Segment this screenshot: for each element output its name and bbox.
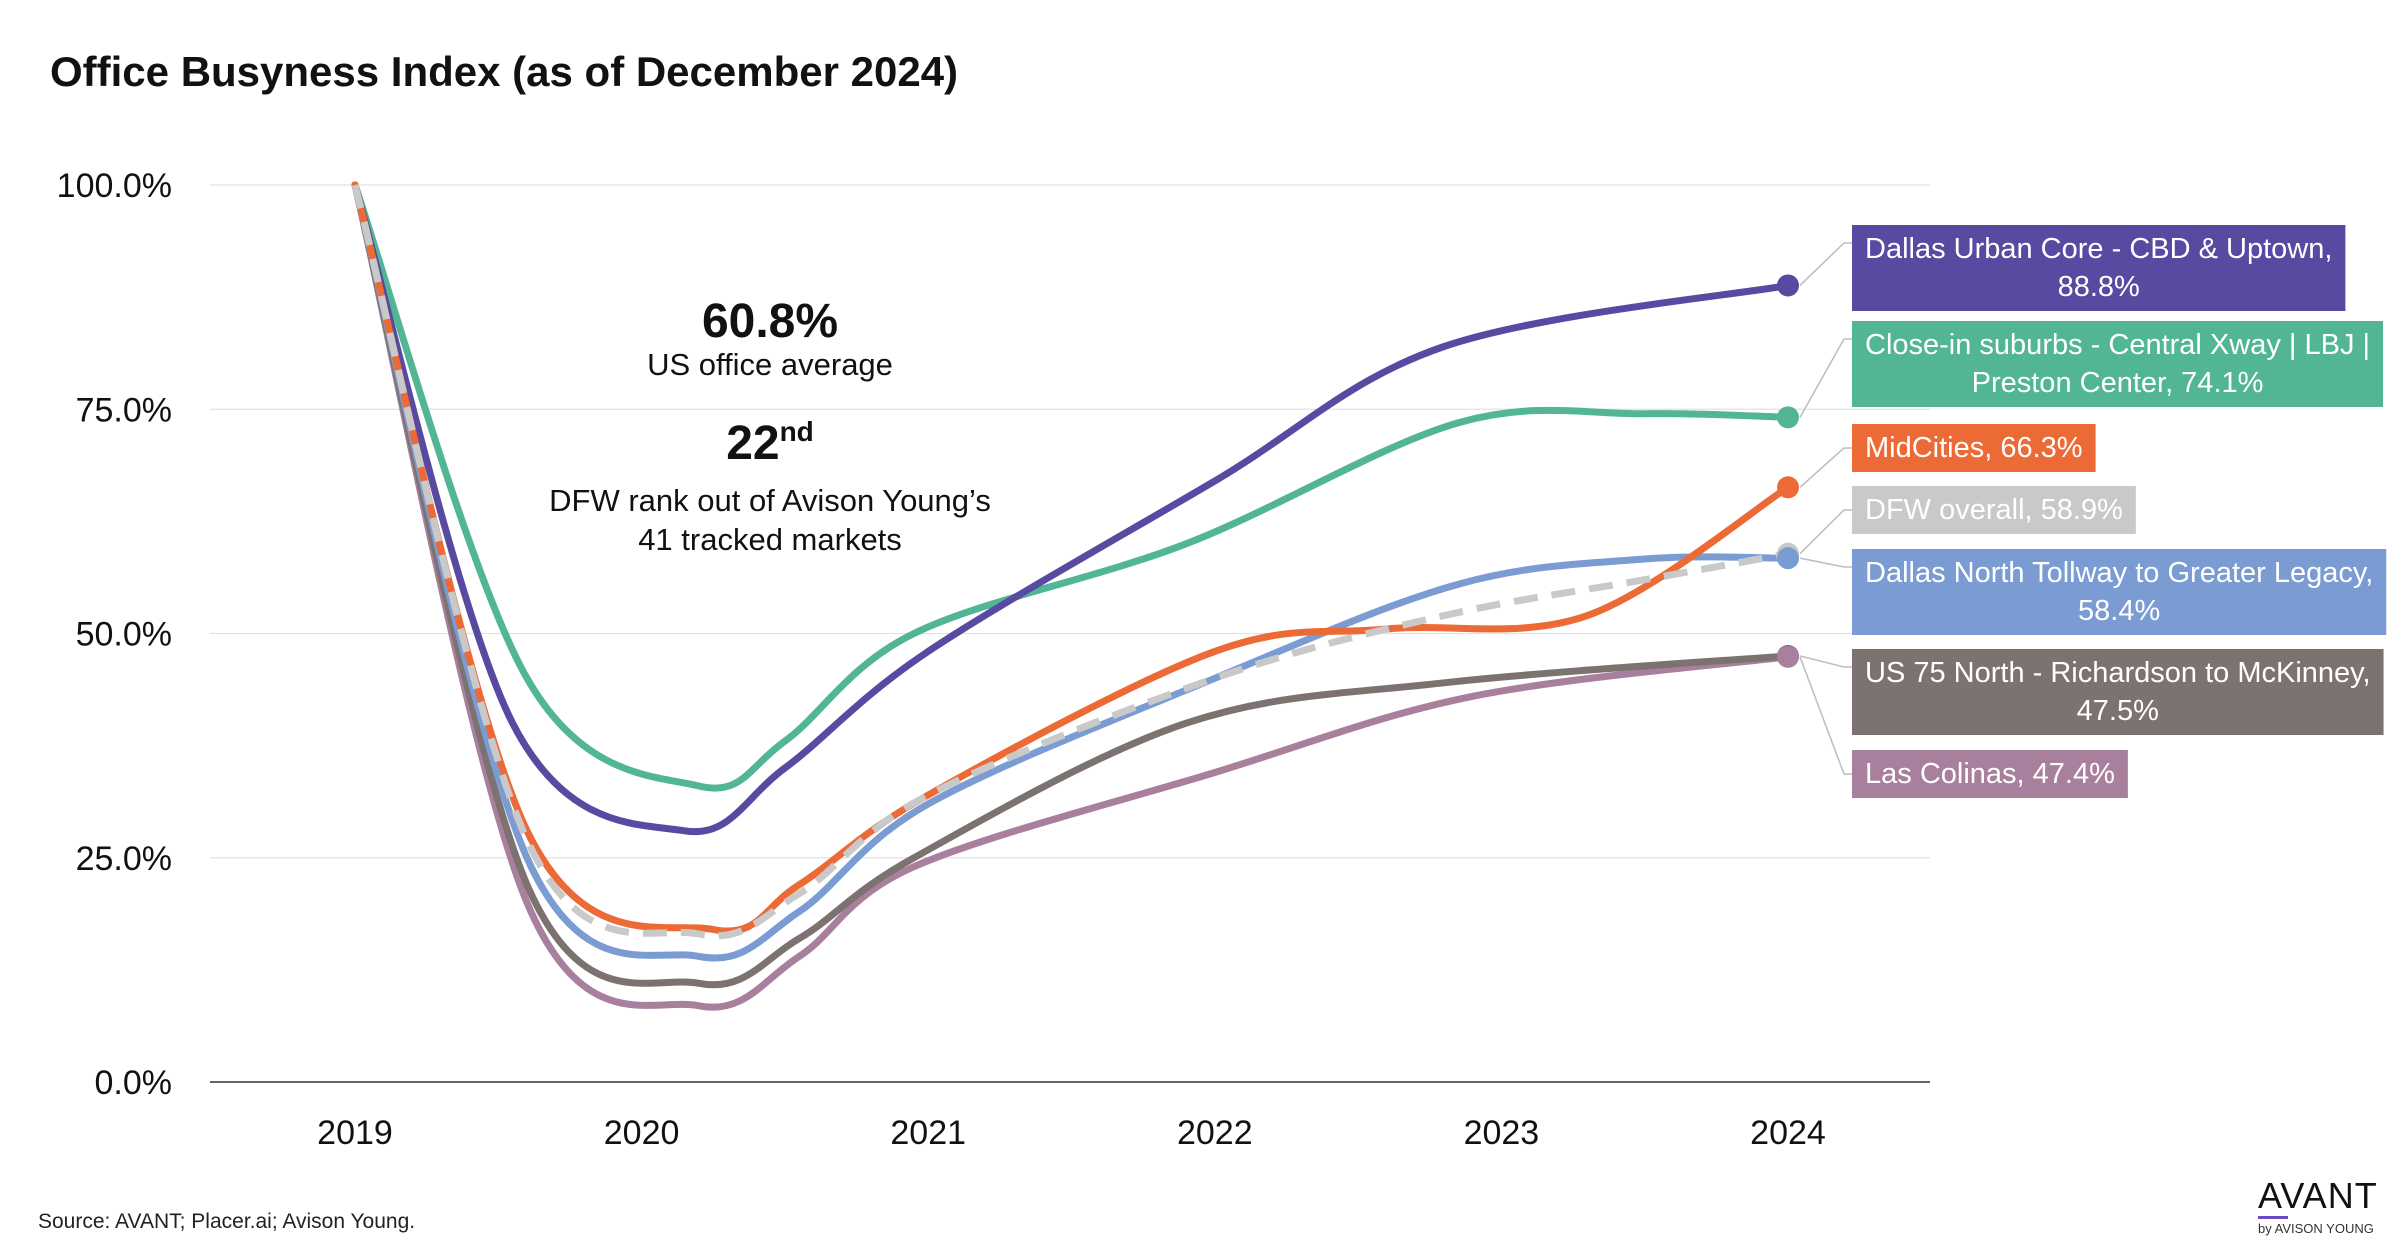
series-label-box xyxy=(1852,321,2384,407)
y-tick-label: 50.0% xyxy=(76,616,172,654)
us-average-label: US office average xyxy=(647,347,893,382)
series-label-text: 58.4% xyxy=(2078,595,2160,627)
series-label-text: 47.5% xyxy=(2077,695,2159,727)
series-line-3 xyxy=(351,184,1789,940)
end-marker-4 xyxy=(1777,547,1799,570)
x-tick-label: 2024 xyxy=(1750,1114,1826,1152)
series-label-4: Dallas North Tollway to Greater Legacy, 5… xyxy=(1852,549,2387,635)
series-line-4 xyxy=(351,181,1792,962)
chart-title: Office Busyness Index (as of December 20… xyxy=(50,48,959,95)
end-marker-1 xyxy=(1777,406,1799,429)
series-line-6 xyxy=(351,181,1792,1011)
series-label-text: 88.8% xyxy=(2058,271,2140,303)
dfw-rank-annotation: 22nd DFW rank out of Avison Young’s 41 t… xyxy=(500,418,1040,560)
logo-main-text: AVANT xyxy=(2258,1175,2378,1216)
dfw-rank-label-2: 41 tracked markets xyxy=(638,521,902,557)
axes: 0.0% 25.0% 50.0% 75.0% 100.0% 2019 2020 2021 202… xyxy=(57,167,1826,1152)
y-tick-label: 25.0% xyxy=(76,840,172,878)
series-label-box xyxy=(1852,424,2096,472)
series-labels: Dallas Urban Core - CBD & Uptown, 88.8% Cl… xyxy=(1852,225,2387,798)
series-label-text: Dallas Urban Core - CBD & Uptown, xyxy=(1865,233,2332,265)
end-marker-2 xyxy=(1777,476,1799,499)
y-tick-label: 0.0% xyxy=(95,1064,173,1102)
dfw-rank-suffix: nd xyxy=(779,416,814,447)
leader-line xyxy=(1799,509,1852,555)
leader-line xyxy=(1799,338,1852,418)
series-label-box xyxy=(1852,549,2387,635)
series-label-5: US 75 North - Richardson to McKinney, 47.… xyxy=(1852,649,2384,735)
x-tick-label: 2019 xyxy=(317,1114,393,1152)
series-label-text: Close-in suburbs - Central Xway | LBJ | xyxy=(1865,329,2370,361)
series-label-1: Close-in suburbs - Central Xway | LBJ | P… xyxy=(1852,321,2384,407)
series-label-0: Dallas Urban Core - CBD & Uptown, 88.8% xyxy=(1852,225,2346,311)
us-average-value: 60.8% xyxy=(701,295,839,348)
series-label-text: Dallas North Tollway to Greater Legacy, xyxy=(1865,557,2373,589)
series-label-box xyxy=(1852,486,2136,534)
x-tick-label: 2020 xyxy=(604,1114,680,1152)
avant-logo: AVANT by AVISON YOUNG xyxy=(2258,1178,2383,1236)
us-average-annotation: 60.8% US office average xyxy=(500,298,1040,385)
logo-accent-bar xyxy=(2258,1216,2288,1219)
x-tick-label: 2022 xyxy=(1177,1114,1253,1152)
series-label-3: DFW overall, 58.9% xyxy=(1852,486,2136,534)
leader-line xyxy=(1799,242,1852,287)
leader-line xyxy=(1799,655,1852,668)
series-line-0 xyxy=(351,181,1792,836)
end-marker-0 xyxy=(1777,274,1799,297)
series-label-box xyxy=(1852,225,2346,311)
dfw-rank-value: 22 xyxy=(726,417,780,470)
end-marker-6 xyxy=(1777,645,1799,668)
y-tick-label: 75.0% xyxy=(76,391,172,429)
series-label-2: MidCities, 66.3% xyxy=(1852,424,2096,472)
leader-line xyxy=(1799,656,1852,775)
logo-sub-text: by AVISON YOUNG xyxy=(2258,1221,2374,1236)
end-markers xyxy=(1777,274,1799,668)
series-label-text: DFW overall, 58.9% xyxy=(1865,494,2123,526)
series-label-box xyxy=(1852,649,2384,735)
leader-line xyxy=(1799,447,1852,488)
series-label-6: Las Colinas, 47.4% xyxy=(1852,750,2128,798)
x-tick-label: 2023 xyxy=(1464,1114,1540,1152)
grid-lines xyxy=(210,184,1930,1083)
series-line-5 xyxy=(351,181,1792,989)
source-note: Source: AVANT; Placer.ai; Avison Young. xyxy=(38,1210,416,1233)
series-label-text: US 75 North - Richardson to McKinney, xyxy=(1865,657,2371,689)
dfw-rank-label-1: DFW rank out of Avison Young’s xyxy=(549,483,991,518)
series-line-1 xyxy=(351,181,1792,792)
series-label-text: MidCities, 66.3% xyxy=(1865,432,2083,464)
y-tick-label: 100.0% xyxy=(57,167,172,205)
leader-line xyxy=(1799,557,1852,568)
series-lines xyxy=(351,181,1792,1011)
series-label-text: Preston Center, 74.1% xyxy=(1972,367,2264,399)
series-label-text: Las Colinas, 47.4% xyxy=(1865,758,2115,790)
leader-lines xyxy=(1799,242,1852,775)
x-tick-label: 2021 xyxy=(890,1114,966,1152)
series-label-box xyxy=(1852,750,2128,798)
